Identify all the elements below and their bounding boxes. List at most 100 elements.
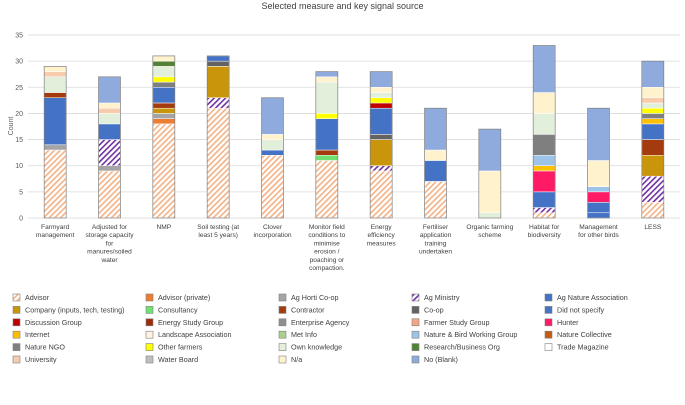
bar-segment-company-inputs-tech-testing-	[152, 107, 176, 114]
y-tick-label: 0	[19, 216, 23, 223]
legend-swatch	[12, 306, 21, 314]
y-tick-label: 25	[15, 85, 23, 92]
bar-segment-advisor	[641, 202, 665, 219]
legend-swatch	[12, 293, 21, 302]
legend-swatch	[12, 355, 21, 364]
legend-label: Ag Ministry	[424, 293, 460, 302]
legend-item: No (Blank)	[411, 355, 458, 364]
legend-label: Ag Nature Association	[557, 293, 628, 302]
legend-label: Research/Business Org	[424, 343, 500, 352]
legend-swatch	[12, 343, 21, 351]
bar-segment-no-blank-	[261, 97, 284, 135]
legend-swatch	[145, 330, 154, 339]
bar-segment-advisor	[369, 170, 393, 219]
bar-segment-co-op	[369, 134, 393, 140]
legend-item: Landscape Association	[145, 330, 232, 339]
bar-segment-advisor	[532, 212, 556, 219]
bar-segment-other-farmers	[152, 76, 176, 83]
legend-swatch	[411, 355, 420, 364]
legend-item: Other farmers	[145, 343, 203, 352]
bar-segment-university	[43, 71, 67, 78]
legend-swatch	[411, 306, 420, 314]
legend-label: Nature NGO	[25, 343, 65, 352]
bar-segment-nature-ngo	[532, 134, 556, 156]
bar-segment-did-not-specify	[152, 87, 176, 104]
legend-label: Nature Collective	[557, 330, 612, 339]
legend-item: Nature & Bird Working Group	[411, 330, 517, 339]
x-category-label: Soil testing (at least 5 years)	[197, 224, 239, 239]
legend-label: Contractor	[291, 305, 325, 314]
bar-segment-did-not-specify	[315, 118, 339, 151]
bar-segment-n-a	[98, 102, 121, 109]
bar-segment-did-not-specify	[98, 123, 121, 140]
bar-segment-university	[98, 107, 121, 114]
legend-label: Co-op	[424, 305, 444, 314]
legend-label: Enterprise Agency	[291, 318, 350, 327]
bar-outline	[315, 71, 339, 219]
legend-swatch	[544, 318, 553, 327]
legend-swatch	[411, 318, 420, 327]
bar-segment-no-blank-	[641, 60, 665, 88]
bar-outline	[532, 45, 556, 219]
y-tick-label: 15	[15, 137, 23, 144]
legend-label: Internet	[25, 330, 49, 339]
bar-segment-no-blank-	[532, 45, 556, 93]
bar-segment-contractor	[641, 139, 665, 156]
legend-item: Water Board	[145, 355, 198, 364]
bar-segment-did-not-specify	[532, 191, 556, 208]
bar-segment-ag-horti-co-op	[98, 165, 121, 172]
bar-segment-own-knowledge	[152, 66, 176, 78]
legend-item: Research/Business Org	[411, 343, 500, 352]
bar-segment-research-business-org	[152, 60, 176, 67]
bar-segment-n-a	[587, 160, 610, 187]
bar-segment-own-knowledge	[641, 102, 665, 109]
bar-segment-n-a	[315, 76, 339, 83]
legend-item: Internet	[12, 330, 49, 339]
bar-outline	[152, 55, 176, 219]
bar-outline	[641, 60, 665, 219]
legend-item: Energy Study Group	[145, 318, 223, 327]
x-category-label: Energy efficiency measures	[367, 224, 397, 247]
legend-swatch	[12, 330, 21, 339]
x-category-label: Fertiliser application training undertaken	[419, 224, 452, 256]
bar-segment-did-not-specify	[206, 55, 230, 62]
legend-swatch	[145, 355, 154, 364]
legend-swatch	[411, 293, 420, 302]
x-category-label: NMP	[157, 224, 172, 231]
legend-swatch	[544, 343, 553, 351]
legend-swatch	[411, 330, 420, 339]
bar-segment-n-a	[261, 134, 284, 140]
legend-swatch	[544, 330, 553, 339]
bar-segment-n-a	[152, 55, 176, 62]
bar-segment-university	[641, 97, 665, 104]
y-axis-ticks: 0 5 10 15 20 25 30 35	[15, 33, 23, 223]
bar-segment-advisor-private-	[152, 118, 176, 125]
x-category-label: LESS	[644, 224, 661, 231]
bar-segment-did-not-specify	[369, 107, 393, 135]
legend-swatch	[12, 318, 21, 327]
bar-segment-advisor	[206, 107, 230, 219]
legend-item: University	[12, 355, 57, 364]
legend-label: Landscape Association	[158, 330, 232, 339]
legend-item: Advisor (private)	[145, 293, 210, 302]
bar-segment-ag-ministry	[98, 139, 121, 166]
y-tick-label: 30	[15, 59, 23, 66]
bar-segment-advisor	[43, 149, 67, 219]
legend-label: No (Blank)	[424, 355, 458, 364]
legend-swatch	[278, 330, 287, 339]
legend-swatch	[278, 306, 287, 314]
legend-swatch	[145, 293, 154, 302]
y-tick-label: 20	[15, 111, 23, 118]
bar-outline	[424, 107, 447, 219]
bar-segment-advisor	[261, 155, 284, 219]
bar-segment-advisor	[424, 181, 447, 219]
bar-segment-ag-ministry	[532, 207, 556, 214]
bar-segment-discussion-group	[369, 102, 393, 109]
legend-label: Trade Magazine	[557, 343, 609, 352]
legend-label: N/a	[291, 355, 302, 364]
bar-segment-company-inputs-tech-testing-	[369, 139, 393, 166]
legend-item: Discussion Group	[12, 318, 82, 327]
legend: Advisor Advisor (private) Ag Horti Co-op Ag…	[12, 293, 628, 364]
bar-segment-ag-horti-co-op	[43, 144, 67, 151]
x-category-label: Habitat for biodiversity	[528, 224, 562, 239]
